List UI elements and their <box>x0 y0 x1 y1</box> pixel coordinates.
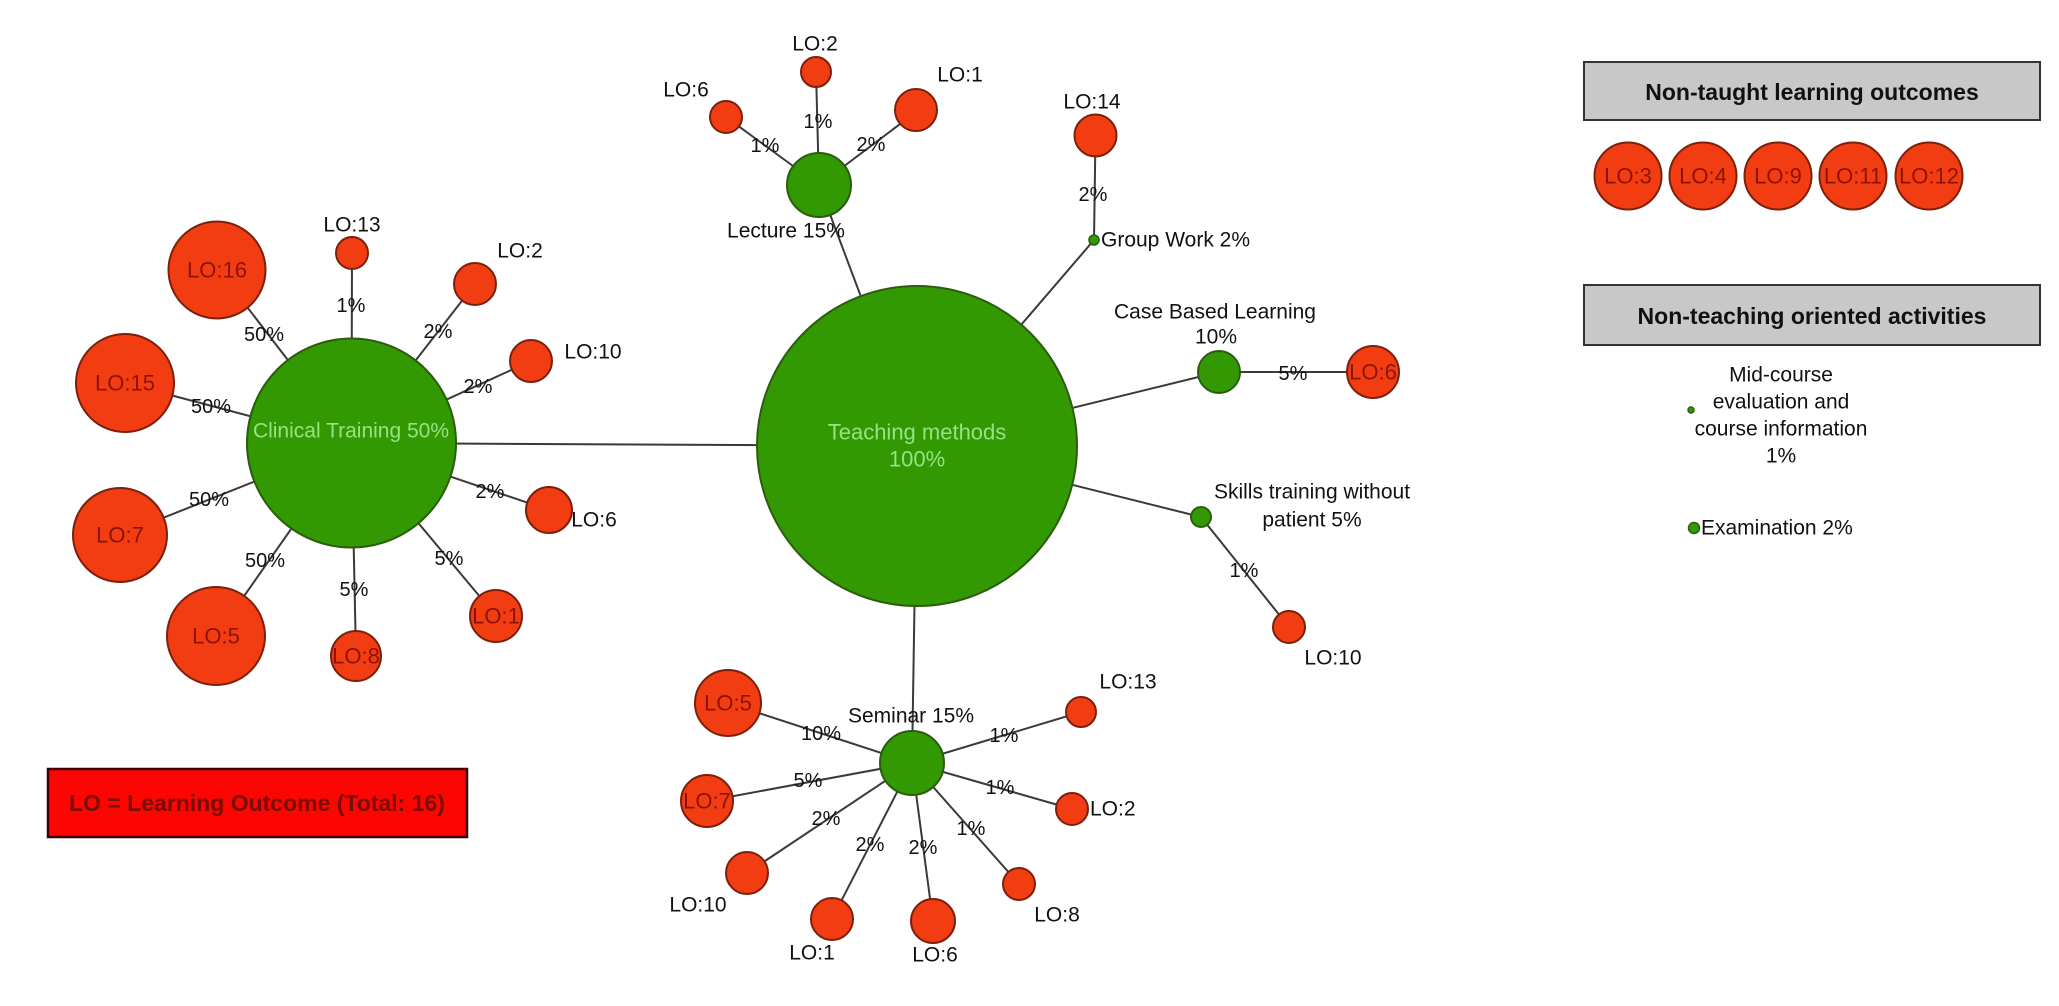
svg-text:LO:2: LO:2 <box>792 33 838 56</box>
svg-text:2%: 2% <box>909 837 938 859</box>
svg-text:LO:16: LO:16 <box>187 258 247 283</box>
svg-text:2%: 2% <box>464 376 493 398</box>
svg-text:2%: 2% <box>424 321 453 343</box>
svg-text:1%: 1% <box>957 818 986 840</box>
svg-text:Non-taught learning outcomes: Non-taught learning outcomes <box>1645 79 1979 105</box>
svg-text:2%: 2% <box>856 834 885 856</box>
svg-text:1%: 1% <box>751 135 780 157</box>
svg-text:1%: 1% <box>990 725 1019 747</box>
svg-text:LO:13: LO:13 <box>1099 671 1156 694</box>
svg-text:Teaching methods: Teaching methods <box>828 420 1007 445</box>
svg-text:course information: course information <box>1695 418 1868 441</box>
svg-text:1%: 1% <box>337 295 366 317</box>
svg-text:LO = Learning Outcome (Total:: LO = Learning Outcome (Total: 16) <box>69 790 445 816</box>
svg-text:Lecture 15%: Lecture 15% <box>727 220 845 243</box>
svg-text:Case Based Learning: Case Based Learning <box>1114 301 1316 324</box>
svg-text:LO:2: LO:2 <box>1090 798 1136 821</box>
svg-text:2%: 2% <box>812 808 841 830</box>
svg-text:LO:12: LO:12 <box>1899 164 1959 189</box>
svg-text:5%: 5% <box>435 548 464 570</box>
svg-text:patient 5%: patient 5% <box>1262 509 1361 532</box>
svg-text:10%: 10% <box>801 723 841 745</box>
svg-text:LO:1: LO:1 <box>937 64 983 87</box>
svg-text:LO:6: LO:6 <box>571 509 617 532</box>
svg-text:LO:10: LO:10 <box>1304 647 1361 670</box>
svg-text:LO:2: LO:2 <box>497 240 543 263</box>
svg-text:LO:3: LO:3 <box>1604 164 1652 189</box>
svg-text:LO:7: LO:7 <box>96 523 144 548</box>
svg-text:Group Work 2%: Group Work 2% <box>1101 229 1250 252</box>
svg-text:5%: 5% <box>340 579 369 601</box>
svg-text:100%: 100% <box>889 447 945 472</box>
svg-text:Non-teaching oriented activiti: Non-teaching oriented activities <box>1638 303 1987 329</box>
svg-text:Seminar 15%: Seminar 15% <box>848 705 974 728</box>
svg-text:evaluation and: evaluation and <box>1713 391 1850 414</box>
svg-text:Mid-course: Mid-course <box>1729 364 1833 387</box>
svg-text:Clinical Training 50%: Clinical Training 50% <box>253 420 449 443</box>
svg-text:50%: 50% <box>191 396 231 418</box>
svg-text:50%: 50% <box>244 324 284 346</box>
svg-text:LO:9: LO:9 <box>1754 164 1802 189</box>
svg-text:LO:14: LO:14 <box>1063 91 1121 114</box>
svg-text:2%: 2% <box>1079 184 1108 206</box>
svg-text:LO:13: LO:13 <box>323 214 380 237</box>
svg-text:LO:6: LO:6 <box>1349 360 1397 385</box>
svg-text:LO:1: LO:1 <box>789 942 835 965</box>
svg-text:LO:15: LO:15 <box>95 371 155 396</box>
svg-text:LO:6: LO:6 <box>912 944 958 967</box>
svg-text:LO:8: LO:8 <box>332 644 380 669</box>
svg-text:LO:6: LO:6 <box>663 79 709 102</box>
svg-text:LO:5: LO:5 <box>704 691 752 716</box>
svg-text:1%: 1% <box>1230 560 1259 582</box>
svg-text:LO:7: LO:7 <box>683 789 731 814</box>
svg-text:1%: 1% <box>986 777 1015 799</box>
svg-text:LO:4: LO:4 <box>1679 164 1727 189</box>
svg-text:1%: 1% <box>804 111 833 133</box>
svg-text:LO:1: LO:1 <box>472 604 520 629</box>
svg-text:LO:10: LO:10 <box>564 341 621 364</box>
svg-text:50%: 50% <box>245 550 285 572</box>
svg-text:LO:8: LO:8 <box>1034 904 1080 927</box>
svg-text:Skills training without: Skills training without <box>1214 481 1410 504</box>
svg-text:1%: 1% <box>1766 445 1796 468</box>
svg-text:LO:10: LO:10 <box>669 894 726 917</box>
svg-text:Examination 2%: Examination 2% <box>1701 517 1853 540</box>
svg-text:5%: 5% <box>1279 363 1308 385</box>
svg-text:50%: 50% <box>189 489 229 511</box>
svg-text:5%: 5% <box>794 770 823 792</box>
svg-text:LO:5: LO:5 <box>192 624 240 649</box>
svg-text:10%: 10% <box>1195 326 1237 349</box>
svg-text:LO:11: LO:11 <box>1824 164 1882 189</box>
svg-text:2%: 2% <box>476 481 505 503</box>
svg-text:2%: 2% <box>857 134 886 156</box>
